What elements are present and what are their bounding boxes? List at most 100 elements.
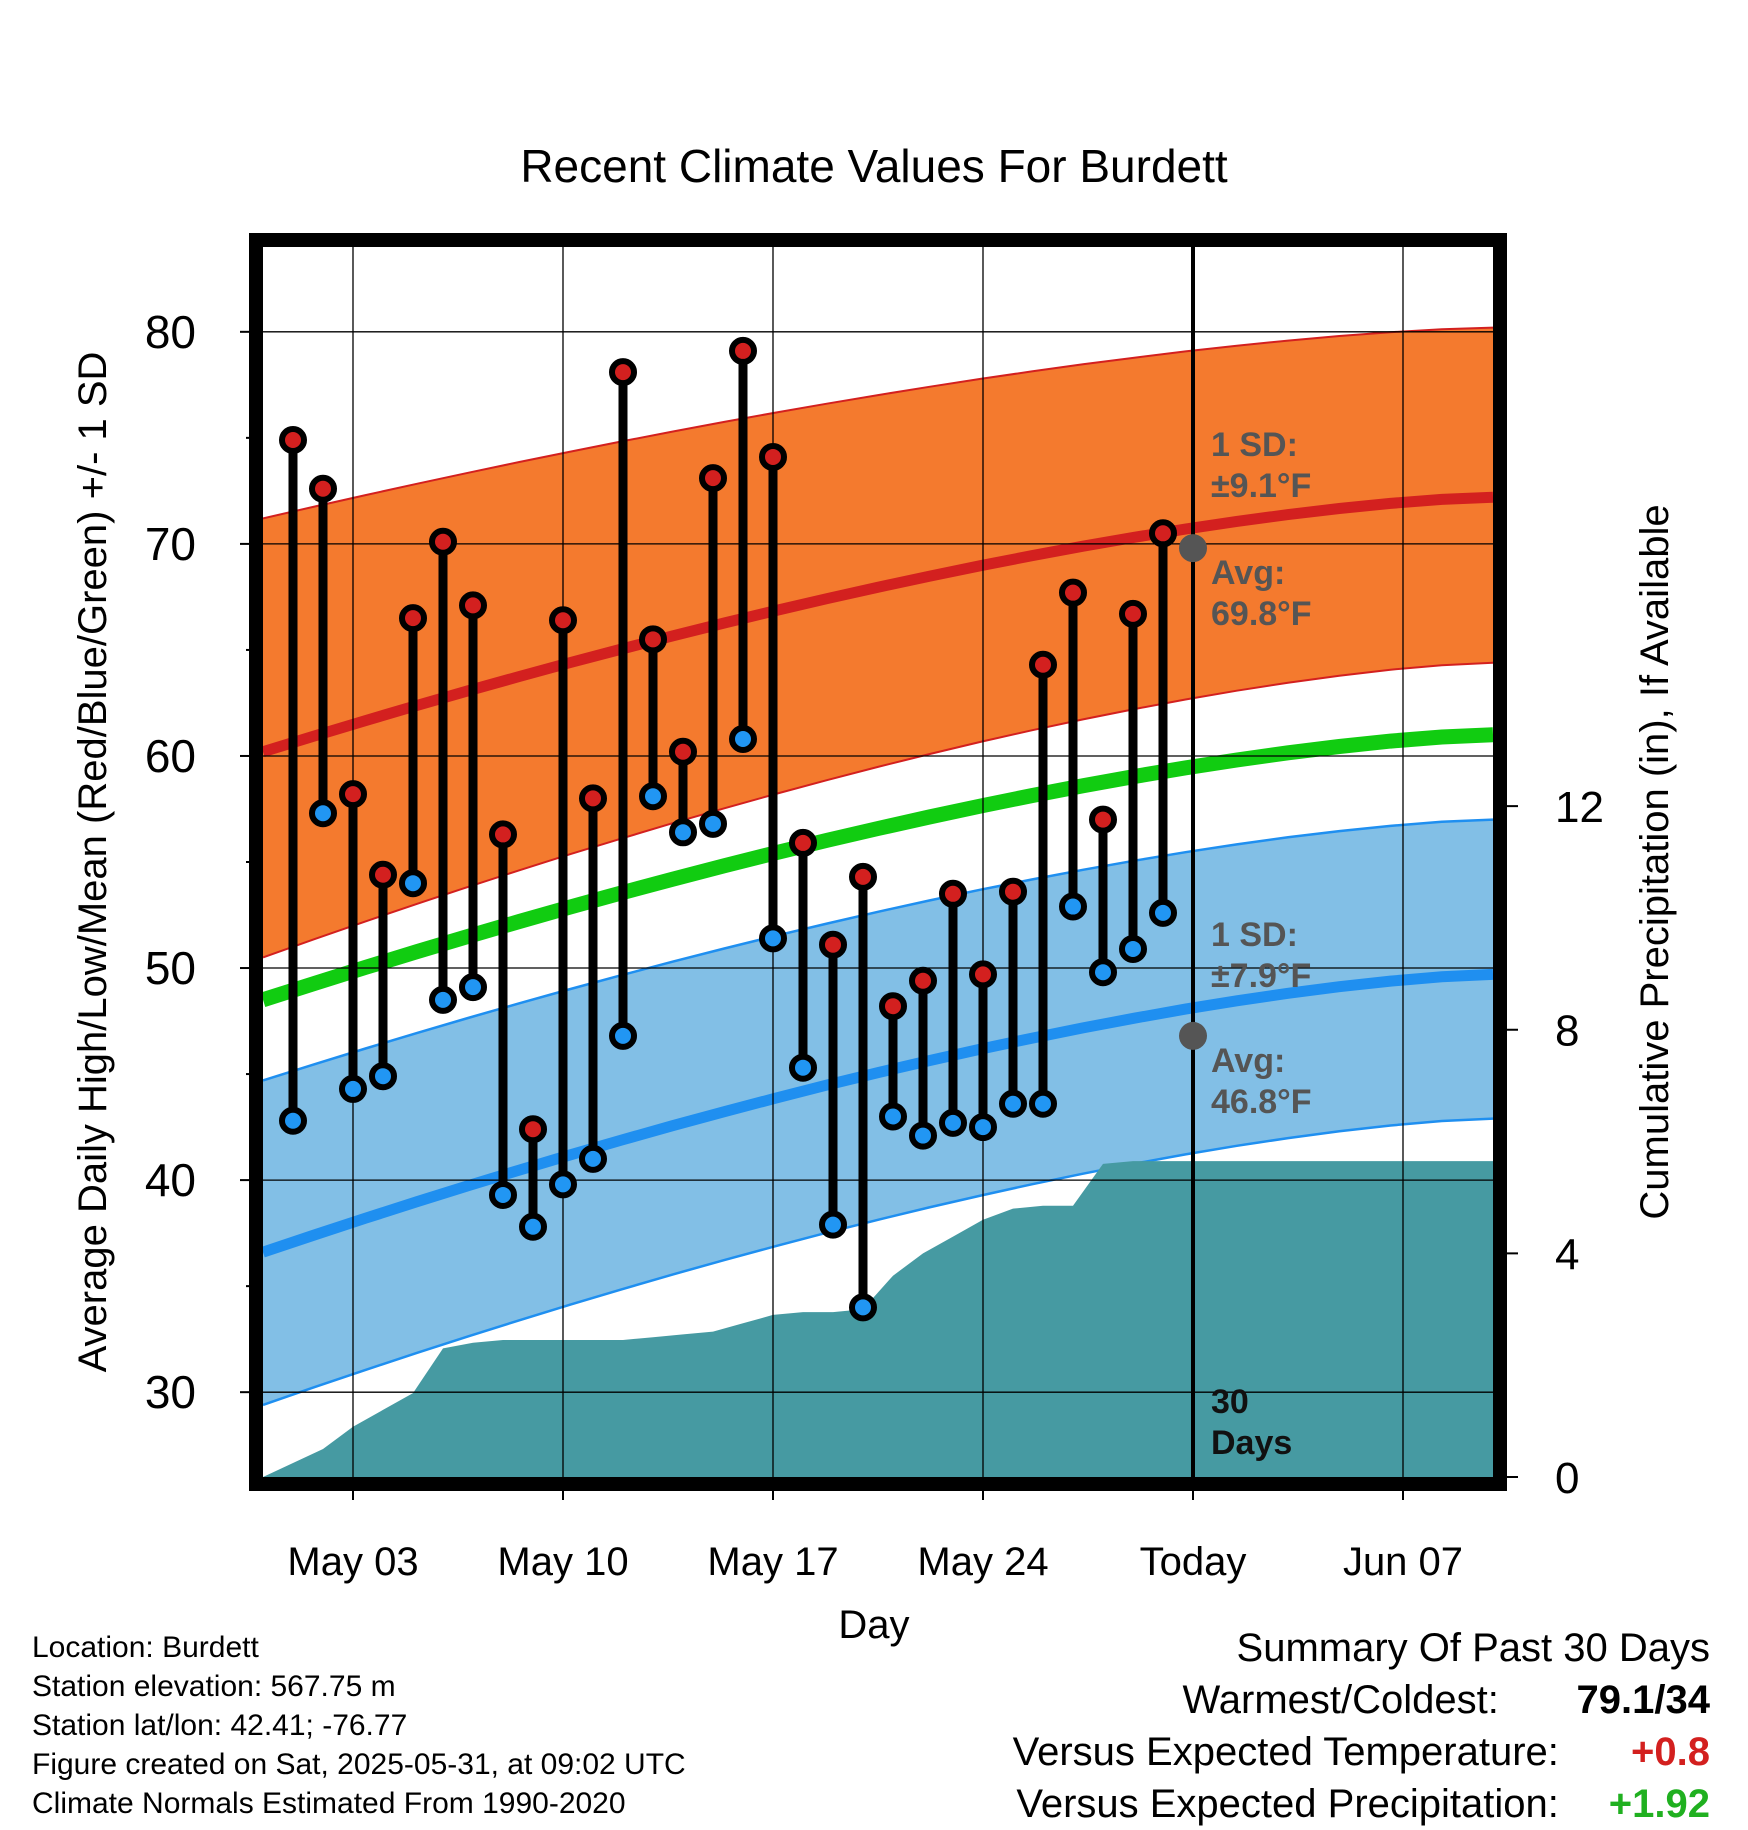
- summary-precip: Versus Expected Precipitation: +1.92: [1013, 1778, 1710, 1830]
- high-point: [1029, 650, 1057, 679]
- low-point: [1089, 958, 1117, 987]
- x-tick-label: May 03: [287, 1540, 418, 1584]
- y2-tick-label: 4: [1555, 1230, 1579, 1279]
- chart-title: Recent Climate Values For Burdett: [520, 140, 1228, 192]
- high-point: [729, 336, 757, 365]
- high-point: [699, 464, 727, 493]
- temp-diff-value: +0.8: [1631, 1730, 1710, 1774]
- y-axis-title: Average Daily High/Low/Mean (Red/Blue/Gr…: [71, 352, 115, 1373]
- high-point: [1089, 805, 1117, 834]
- high-point: [489, 820, 517, 849]
- low-point: [579, 1144, 607, 1173]
- low-point: [999, 1089, 1027, 1118]
- low-point: [939, 1108, 967, 1137]
- low-avg-today-marker: [1179, 1021, 1207, 1050]
- y2-tick-label: 12: [1555, 783, 1604, 832]
- x-tick-label: Jun 07: [1343, 1540, 1463, 1584]
- summary-title: Summary Of Past 30 Days: [1236, 1626, 1710, 1670]
- low-point: [1029, 1089, 1057, 1118]
- summary-warm-cold: Warmest/Coldest: 79.1/34: [1013, 1674, 1711, 1726]
- low-point: [279, 1106, 307, 1135]
- station-info: Location: Burdett Station elevation: 567…: [32, 1628, 686, 1823]
- high-point: [309, 474, 337, 503]
- location-text: Location: Burdett: [32, 1631, 259, 1664]
- x-tick-label: Today: [1140, 1540, 1247, 1584]
- summary-panel: Summary Of Past 30 Days Warmest/Coldest:…: [1013, 1622, 1710, 1830]
- precip-diff-value: +1.92: [1608, 1782, 1710, 1826]
- low-point: [789, 1053, 817, 1082]
- precip-area: [263, 1161, 1493, 1477]
- high-point: [909, 966, 937, 995]
- low-point: [399, 869, 427, 898]
- y2-tick-label: 0: [1555, 1454, 1579, 1503]
- high-point: [1119, 599, 1147, 628]
- created-text: Figure created on Sat, 2025-05-31, at 09…: [32, 1748, 686, 1781]
- high-point: [429, 527, 457, 556]
- high-point: [849, 862, 877, 891]
- high-point: [549, 606, 577, 635]
- latlon-text: Station lat/lon: 42.41; -76.77: [32, 1709, 408, 1742]
- y-tick-label: 50: [145, 942, 196, 994]
- low-point: [969, 1113, 997, 1142]
- high-point: [579, 784, 607, 813]
- low-point: [549, 1170, 577, 1199]
- low-point: [309, 799, 337, 828]
- low-point: [489, 1180, 517, 1209]
- high-point: [939, 879, 967, 908]
- high-point: [789, 828, 817, 857]
- low-point: [909, 1121, 937, 1150]
- window-days-word: Days: [1211, 1424, 1292, 1462]
- summary-temp: Versus Expected Temperature: +0.8: [1013, 1726, 1710, 1778]
- warm-cold-value: 79.1/34: [1576, 1678, 1710, 1722]
- high-lower-edge: [263, 661, 1493, 959]
- window-days-number: 30: [1211, 1383, 1249, 1421]
- high-point: [369, 860, 397, 889]
- y-tick-label: 60: [145, 730, 196, 782]
- low-point: [639, 782, 667, 811]
- low-point: [609, 1021, 637, 1050]
- x-tick-label: May 10: [497, 1540, 628, 1584]
- y-tick-label: 80: [145, 306, 196, 358]
- low-point: [879, 1102, 907, 1131]
- temp-diff-label: Versus Expected Temperature:: [1012, 1730, 1559, 1774]
- high-sd-band: [263, 327, 1493, 958]
- high-point: [639, 625, 667, 654]
- low-avg-line: [263, 968, 1493, 1258]
- high-sd-value: ±9.1°F: [1211, 467, 1311, 505]
- low-point: [699, 809, 727, 838]
- low-sd-band: [263, 819, 1493, 1405]
- y-tick-label: 40: [145, 1154, 196, 1206]
- high-point: [1149, 519, 1177, 548]
- x-axis-title: Day: [838, 1603, 909, 1647]
- low-avg-label: Avg:: [1211, 1042, 1285, 1080]
- low-point: [339, 1074, 367, 1103]
- high-avg-value: 69.8°F: [1211, 595, 1312, 633]
- precip-diff-label: Versus Expected Precipitation:: [1016, 1782, 1559, 1826]
- high-point: [399, 604, 427, 633]
- y-tick-label: 30: [145, 1366, 196, 1418]
- high-avg-line: [263, 491, 1493, 757]
- normals-text: Climate Normals Estimated From 1990-2020: [32, 1787, 626, 1820]
- low-sd-label: 1 SD:: [1211, 916, 1298, 954]
- high-point: [1059, 578, 1087, 607]
- mean-line: [263, 727, 1493, 1007]
- high-point: [519, 1115, 547, 1144]
- low-point: [849, 1293, 877, 1322]
- high-point: [459, 591, 487, 620]
- low-upper-edge: [263, 818, 1493, 1082]
- low-sd-value: ±7.9°F: [1211, 957, 1311, 995]
- high-point: [999, 877, 1027, 906]
- high-point: [279, 425, 307, 454]
- low-point: [669, 818, 697, 847]
- y2-tick-label: 8: [1555, 1007, 1579, 1056]
- low-point: [1059, 892, 1087, 921]
- low-point: [729, 725, 757, 753]
- low-point: [759, 924, 787, 953]
- high-point: [609, 358, 637, 387]
- y2-axis-title: Cumulative Precipitation (in), If Availa…: [1633, 504, 1677, 1219]
- low-point: [519, 1212, 547, 1241]
- low-point: [819, 1210, 847, 1239]
- x-tick-label: May 17: [707, 1540, 838, 1584]
- low-point: [459, 973, 487, 1002]
